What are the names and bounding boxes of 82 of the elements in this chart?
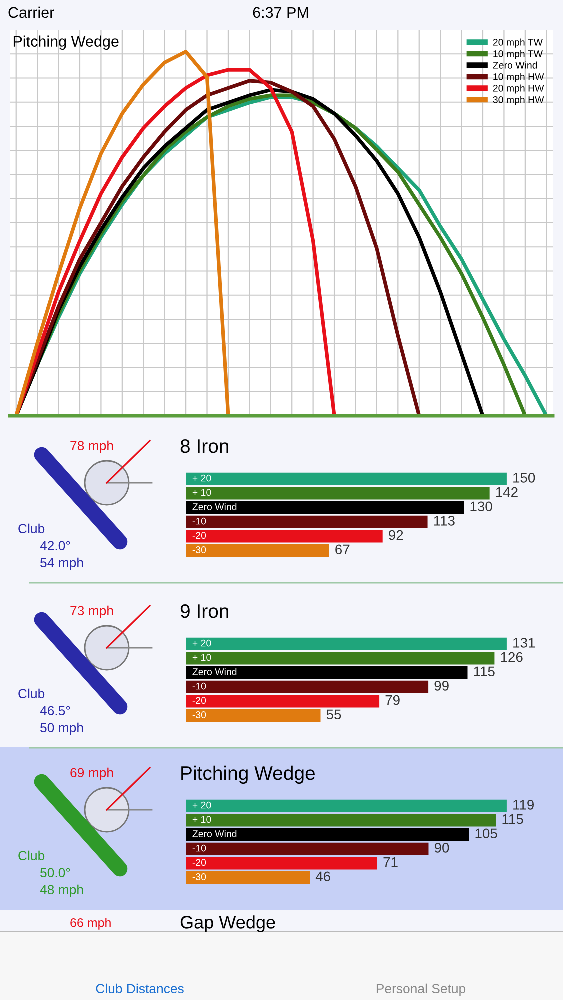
data-label: 126	[501, 652, 523, 662]
y-tick-label: -30	[192, 712, 206, 718]
legend-label: 10 mph TW	[494, 50, 543, 60]
text: 50 mph	[40, 722, 84, 736]
bar	[186, 487, 490, 500]
chart-title: 9 Iron	[180, 604, 228, 618]
text: Club	[18, 850, 45, 861]
y-tick-label: + 10	[192, 654, 212, 662]
bar	[186, 516, 428, 528]
bar	[186, 472, 507, 486]
data-label: 115	[502, 814, 524, 824]
y-tick-label: -10	[192, 682, 206, 690]
bar	[186, 695, 380, 708]
text: 6:37 PM	[253, 7, 308, 18]
chart-title: 8 Iron	[180, 439, 228, 454]
chart-title: Pitching Wedge	[14, 36, 119, 50]
legend-label: 30 mph HW	[493, 96, 544, 106]
y-tick-label: -10	[192, 844, 206, 852]
data-label: 67	[336, 544, 350, 555]
text: Club	[18, 524, 45, 534]
y-tick-label: -30	[192, 546, 206, 554]
legend-label: 10 mph HW	[494, 73, 544, 82]
text: Club	[18, 688, 45, 699]
bar	[186, 638, 507, 650]
data-label: 115	[474, 666, 495, 677]
bar	[186, 814, 496, 827]
y-tick-label: + 20	[192, 802, 212, 809]
text: 66 mph	[70, 918, 111, 930]
text: Gap Wedge	[180, 916, 276, 932]
text: 73 mph	[70, 606, 114, 618]
y-tick-label: + 10	[192, 816, 212, 824]
y-tick-label: + 20	[192, 474, 212, 482]
text: Carrier	[8, 6, 54, 18]
bar	[186, 502, 464, 514]
data-label: 92	[389, 530, 404, 540]
y-tick-label: Zero Wind	[192, 668, 237, 676]
chart-title: Pitching Wedge	[182, 766, 315, 784]
text: 50.0°	[40, 868, 70, 878]
legend-label: 20 mph HW	[493, 84, 544, 94]
legend-label: Zero Wind	[493, 62, 538, 69]
y-tick-label: -20	[192, 532, 206, 540]
y-tick-label: -30	[192, 874, 206, 880]
y-tick-label: + 20	[192, 640, 212, 647]
data-label: 131	[514, 638, 536, 648]
y-tick-label: -20	[192, 697, 206, 704]
bar	[186, 842, 429, 856]
bar	[186, 666, 468, 680]
text: 48 mph	[40, 884, 84, 898]
y-tick-label: -20	[192, 859, 206, 866]
bar	[186, 872, 310, 884]
y-tick-label: + 10	[192, 489, 212, 496]
bar	[186, 680, 429, 694]
bar	[186, 652, 495, 665]
data-label: 150	[514, 473, 536, 483]
text: 42.0°	[40, 541, 70, 551]
text: 46.5°	[40, 706, 70, 716]
data-label: 142	[496, 487, 518, 498]
bar	[186, 857, 378, 870]
data-label: 71	[384, 858, 398, 868]
data-label: 79	[386, 695, 400, 706]
text: 54 mph	[40, 558, 84, 570]
text: 69 mph	[70, 768, 114, 780]
y-tick-label: -10	[192, 518, 206, 525]
bar	[186, 530, 383, 543]
data-label: 90	[434, 843, 450, 853]
text: Club Distances	[96, 984, 184, 994]
text: Personal Setup	[376, 984, 466, 996]
bar	[186, 828, 470, 842]
data-label: 55	[326, 710, 342, 720]
data-label: 119	[514, 800, 534, 810]
data-label: 113	[434, 516, 455, 526]
data-label: 105	[476, 828, 498, 839]
bar	[186, 800, 507, 812]
text: 78 mph	[70, 440, 114, 454]
y-tick-label: Zero Wind	[192, 503, 237, 510]
bar	[186, 710, 321, 722]
bar	[186, 544, 330, 558]
y-tick-label: Zero Wind	[192, 830, 237, 838]
data-label: 99	[434, 681, 449, 691]
data-label: 130	[470, 502, 492, 512]
legend-label: 20 mph TW	[493, 38, 543, 48]
data-label: 46	[316, 872, 330, 882]
